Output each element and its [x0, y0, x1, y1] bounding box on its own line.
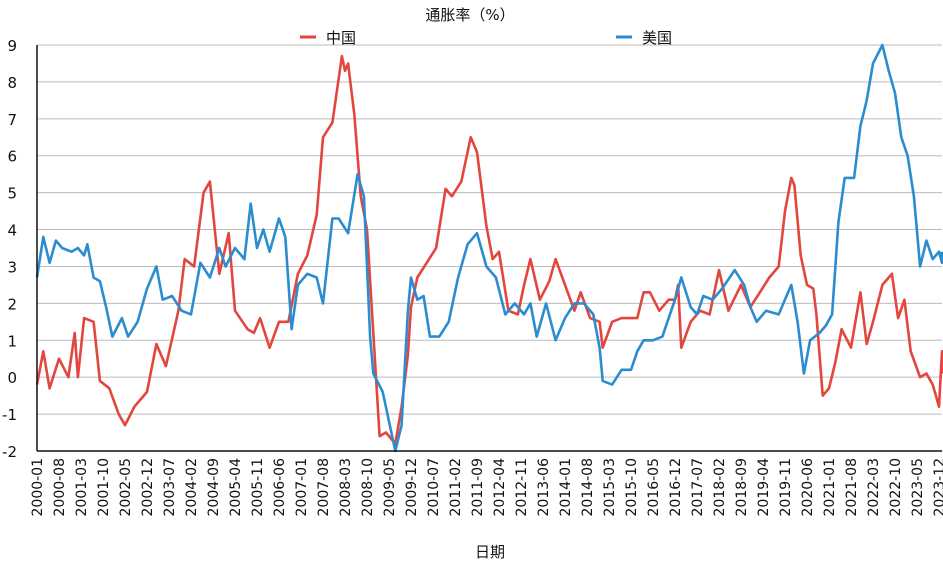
x-tick-label: 2018-02 [712, 458, 728, 517]
x-tick-label: 2009-12 [404, 458, 420, 517]
x-tick-label: 2001-10 [96, 458, 112, 517]
x-tick-label: 2004-09 [206, 458, 222, 517]
x-tick-label: 2015-10 [624, 458, 640, 517]
y-tick-label: 2 [7, 295, 17, 313]
x-tick-label: 2021-08 [844, 458, 860, 517]
x-tick-label: 2023-05 [910, 458, 926, 517]
y-tick-label: 6 [7, 148, 17, 166]
x-axis-label: 日期 [475, 543, 505, 561]
series-line-us [35, 43, 943, 453]
legend-label-us: 美国 [642, 29, 672, 47]
y-tick-label: -2 [2, 443, 17, 461]
x-tick-label: 2002-05 [118, 458, 134, 517]
x-tick-label: 2022-10 [888, 458, 904, 517]
x-tick-label: 2008-03 [338, 458, 354, 517]
y-tick-label: -1 [2, 406, 17, 424]
x-tick-label: 2016-12 [668, 458, 684, 517]
grid [37, 44, 942, 415]
x-tick-label: 2001-03 [74, 458, 90, 517]
x-tick-label: 2014-01 [558, 458, 574, 517]
series-lines [35, 43, 943, 453]
x-tick-label: 2009-05 [382, 458, 398, 517]
x-tick-label: 2020-06 [800, 458, 816, 517]
y-tick-label: 4 [7, 222, 17, 240]
x-tick-labels: 2000-01 2000-08 2001-03 2001-10 2002-05 2002-… [30, 458, 943, 517]
x-tick-label: 2021-01 [822, 458, 838, 517]
x-tick-label: 2007-08 [316, 458, 332, 517]
y-tick-labels: -2 -1 0 1 2 3 4 5 6 7 8 9 [2, 37, 17, 461]
x-tick-label: 2016-05 [646, 458, 662, 517]
x-tick-label: 2015-03 [602, 458, 618, 517]
x-tick-label: 2005-11 [250, 458, 266, 517]
x-tick-label: 2011-02 [448, 458, 464, 517]
x-tick-label: 2004-02 [184, 458, 200, 517]
x-tick-label: 2018-09 [734, 458, 750, 517]
x-tick-label: 2011-09 [470, 458, 486, 517]
x-tick-label: 2022-03 [866, 458, 882, 517]
y-tick-label: 3 [7, 258, 17, 276]
x-tick-label: 2000-01 [30, 458, 46, 517]
y-tick-label: 0 [7, 369, 17, 387]
x-tick-label: 2000-08 [52, 458, 68, 517]
y-tick-label: 5 [7, 185, 17, 203]
x-tick-label: 2014-08 [580, 458, 596, 517]
y-tick-label: 8 [7, 74, 17, 92]
x-tick-label: 2005-04 [228, 458, 244, 517]
x-tick-label: 2003-07 [162, 458, 178, 517]
x-tick-label: 2019-04 [756, 458, 772, 517]
x-tick-label: 2023-12 [932, 458, 943, 517]
y-tick-label: 1 [7, 332, 17, 350]
x-tick-label: 2019-11 [778, 458, 794, 517]
x-tick-label: 2013-06 [536, 458, 552, 517]
x-tick-label: 2007-01 [294, 458, 310, 517]
x-tick-label: 2012-04 [492, 458, 508, 517]
chart-title: 通胀率（%） [425, 6, 514, 24]
legend: 中国 美国 [300, 29, 672, 47]
y-tick-label: 9 [7, 37, 17, 55]
x-tick-label: 2008-10 [360, 458, 376, 517]
x-tick-label: 2002-12 [140, 458, 156, 517]
x-tick-label: 2017-07 [690, 458, 706, 517]
x-tick-label: 2006-06 [272, 458, 288, 517]
x-tick-label: 2012-11 [514, 458, 530, 517]
legend-label-china: 中国 [326, 29, 356, 47]
x-tick-label: 2010-07 [426, 458, 442, 517]
y-tick-label: 7 [7, 111, 17, 129]
series-line-china [35, 54, 943, 445]
